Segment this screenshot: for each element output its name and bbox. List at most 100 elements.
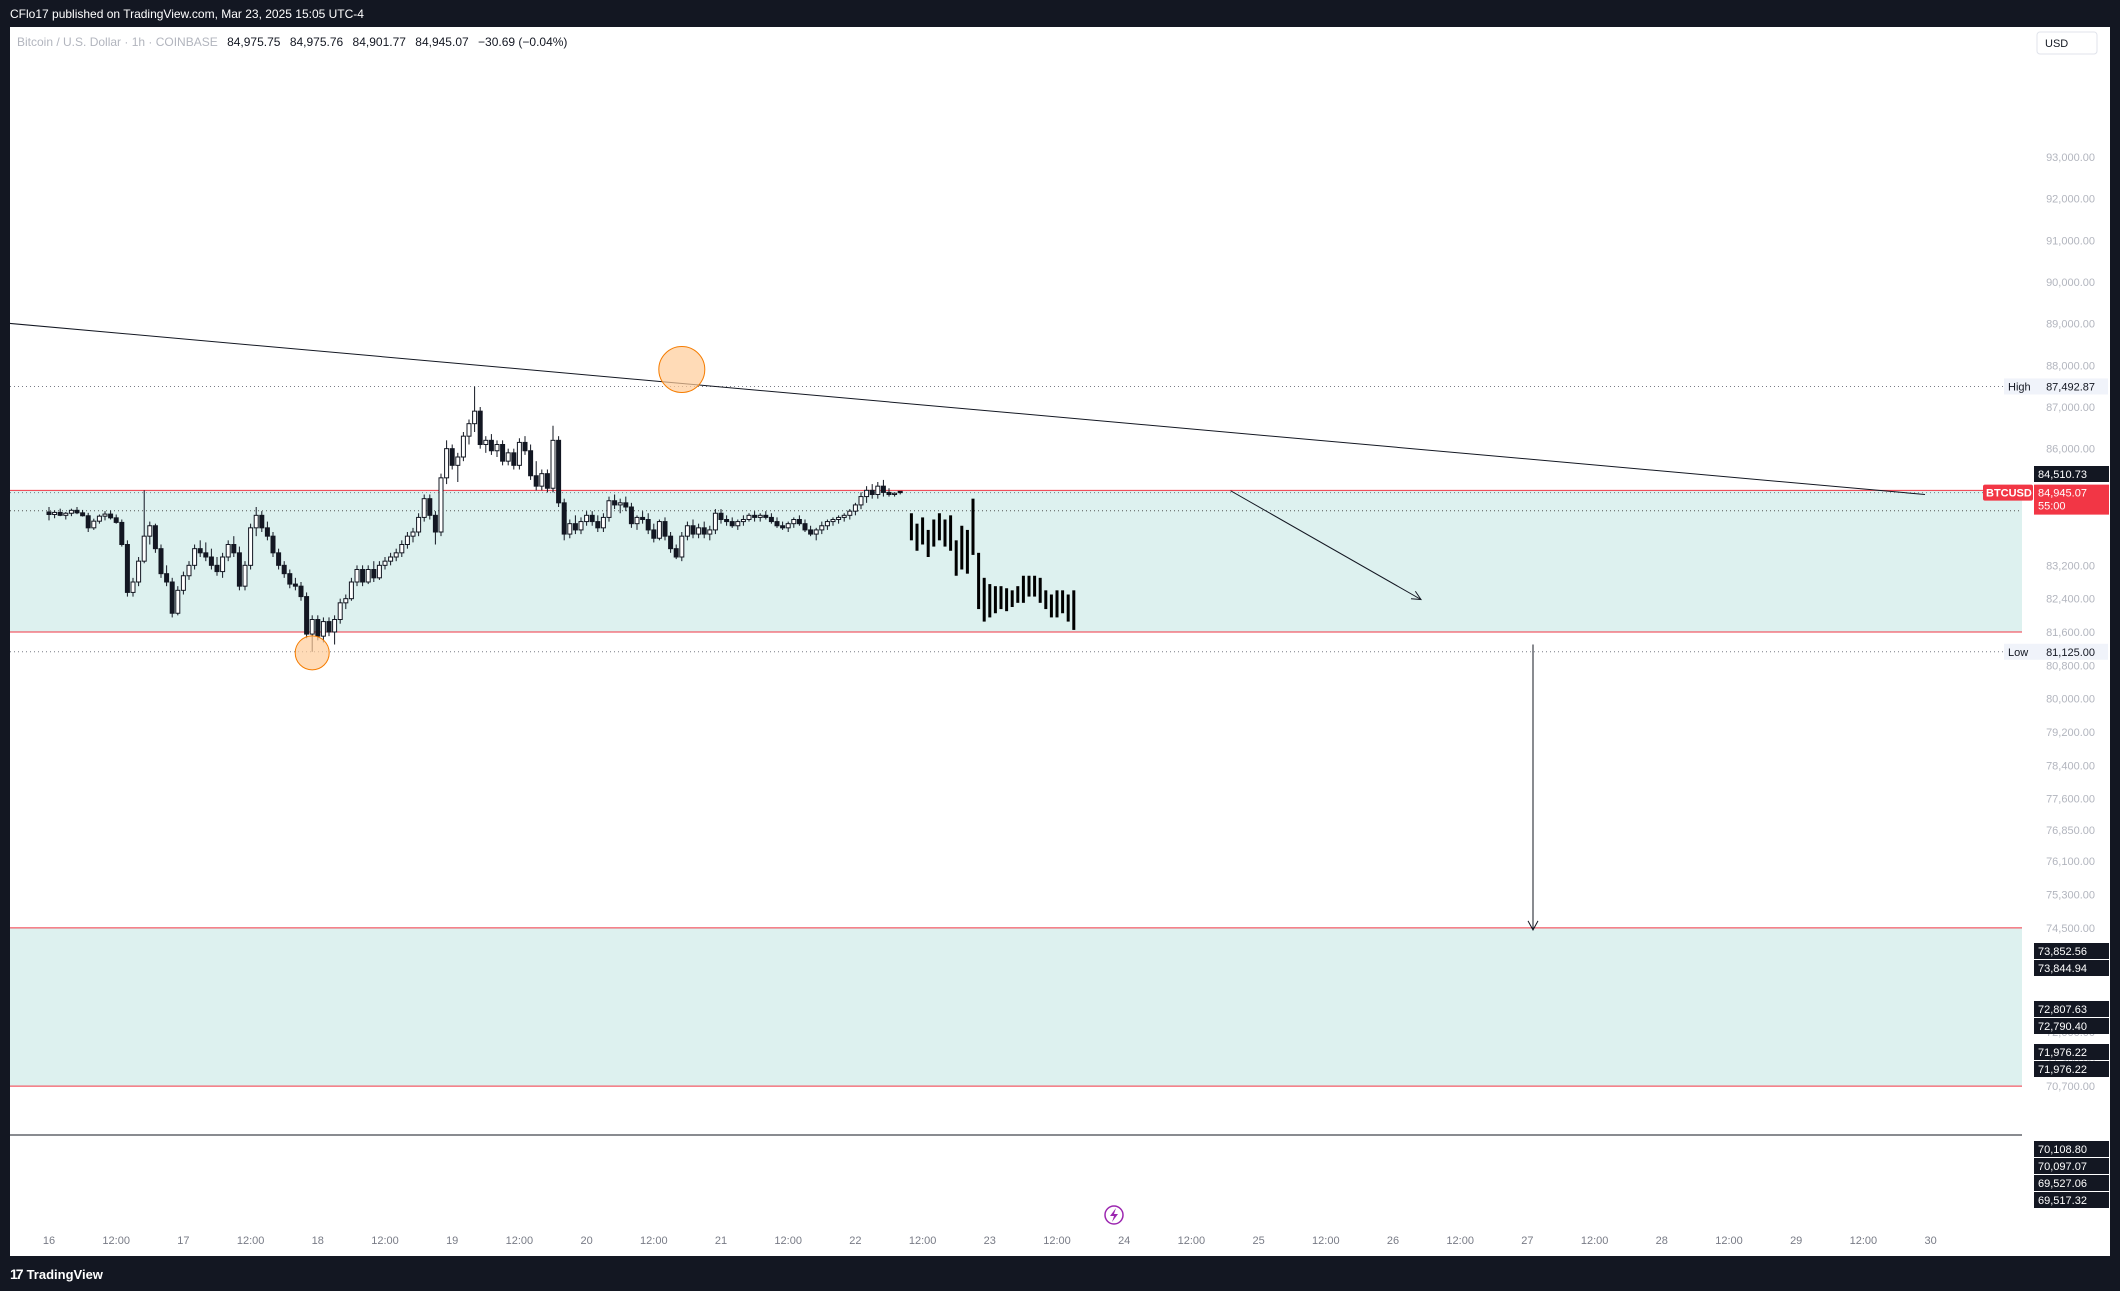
high-label-box	[2004, 378, 2108, 395]
candle-body	[124, 544, 130, 593]
time-axis-label: 12:00	[371, 1235, 399, 1247]
candle-body	[343, 598, 349, 604]
time-axis-label: 24	[1118, 1235, 1130, 1247]
highlight-circle-1	[658, 346, 706, 393]
candle-body	[141, 535, 147, 562]
candle	[141, 490, 147, 564]
candle-body	[214, 564, 220, 573]
candle-body	[623, 502, 629, 508]
candle-body	[248, 527, 254, 566]
candle-body	[757, 514, 763, 518]
legend-symbol: Bitcoin / U.S. Dollar · 1h · COINBASE	[17, 35, 218, 49]
candle	[393, 548, 399, 562]
candle-body	[388, 556, 394, 562]
candle-body	[645, 519, 651, 531]
chart-frame[interactable]: 93,000.00 92,000.00 91,000.00 90,000.00 89,0…	[10, 27, 2110, 1256]
candle	[841, 513, 847, 522]
trendline-arrowhead-1	[1410, 590, 1422, 601]
candle	[416, 513, 422, 537]
candle	[371, 561, 377, 582]
price-label-text: 72,790.40	[2038, 1021, 2087, 1033]
candle-body	[606, 500, 612, 518]
legend-close: 84,945.07	[415, 35, 469, 49]
candle	[600, 513, 606, 532]
price-tick-label: 92,000.00	[2046, 194, 2095, 206]
candle	[819, 521, 825, 535]
candle	[780, 521, 786, 530]
candle-body	[578, 521, 584, 531]
candle	[113, 514, 119, 524]
candle	[651, 523, 657, 543]
candle	[130, 577, 136, 597]
candle-body	[175, 589, 181, 614]
candle-body	[186, 564, 192, 577]
candle-body	[225, 544, 231, 558]
candle	[892, 492, 898, 497]
candle-body	[85, 515, 91, 529]
time-axis-label: 23	[984, 1235, 996, 1247]
candle-body	[438, 477, 444, 533]
candle	[836, 515, 842, 524]
candle-body	[886, 491, 892, 495]
legend-low: 84,901.77	[352, 35, 406, 49]
candle	[886, 488, 892, 497]
candle-body	[679, 535, 685, 558]
candle-body	[259, 514, 265, 529]
footer-bar: 17 TradingView	[0, 1256, 2120, 1291]
candle-body	[640, 516, 646, 520]
price-label-text: 71,976.22	[2038, 1064, 2087, 1076]
candle	[864, 486, 870, 503]
time-axis-label: 17	[177, 1235, 189, 1247]
time-axis-label: 29	[1790, 1235, 1802, 1247]
candle	[102, 511, 108, 521]
candle	[320, 617, 326, 643]
candle-body	[634, 516, 640, 525]
candle	[567, 519, 573, 539]
price-label-box	[2034, 1158, 2109, 1174]
candle	[253, 507, 259, 537]
candle-body	[399, 544, 405, 554]
price-tick-label: 74,500.00	[2046, 923, 2095, 935]
price-chart[interactable]: 93,000.00 92,000.00 91,000.00 90,000.00 89,0…	[10, 27, 2110, 1256]
candle	[634, 515, 640, 530]
candle	[315, 615, 321, 641]
candle-body	[337, 602, 343, 620]
tradingview-brand: TradingView	[26, 1267, 103, 1282]
time-axis-label: 12:00	[909, 1235, 937, 1247]
candle	[220, 552, 226, 578]
candle-body	[662, 521, 668, 537]
candle	[662, 517, 668, 541]
price-tick-label: 80,800.00	[2046, 660, 2095, 672]
price-tick-label: 75,300.00	[2046, 890, 2095, 902]
candle	[287, 569, 293, 589]
candle	[382, 557, 388, 570]
tradingview-logo[interactable]: 17 TradingView	[10, 1266, 103, 1282]
price-label-text: 73,852.56	[2038, 946, 2087, 958]
candle	[147, 521, 153, 545]
price-label-box	[2034, 1018, 2109, 1034]
candle	[684, 521, 690, 541]
candle-body	[572, 523, 578, 531]
candle	[858, 492, 864, 510]
candle-body	[63, 512, 69, 516]
candle-body	[130, 581, 136, 593]
candle	[785, 521, 791, 532]
candle-body	[656, 521, 662, 539]
candle-body	[673, 548, 679, 558]
candle-body	[270, 535, 276, 554]
time-axis-label: 19	[446, 1235, 458, 1247]
price-label-text: 69,517.32	[2038, 1195, 2087, 1207]
candle	[74, 507, 80, 515]
candle	[432, 511, 438, 545]
publish-info: CFlo17 published on TradingView.com, Mar…	[10, 7, 364, 21]
legend-open: 84,975.75	[227, 35, 281, 49]
candle	[208, 548, 214, 570]
countdown-text: 55:00	[2038, 501, 2066, 513]
candle	[757, 513, 763, 522]
price-label-box	[2034, 1175, 2109, 1191]
candle-body	[718, 512, 724, 520]
symbol-tag	[1983, 484, 2033, 501]
candle	[438, 473, 444, 537]
candle-body	[584, 514, 590, 523]
candle	[80, 509, 86, 517]
